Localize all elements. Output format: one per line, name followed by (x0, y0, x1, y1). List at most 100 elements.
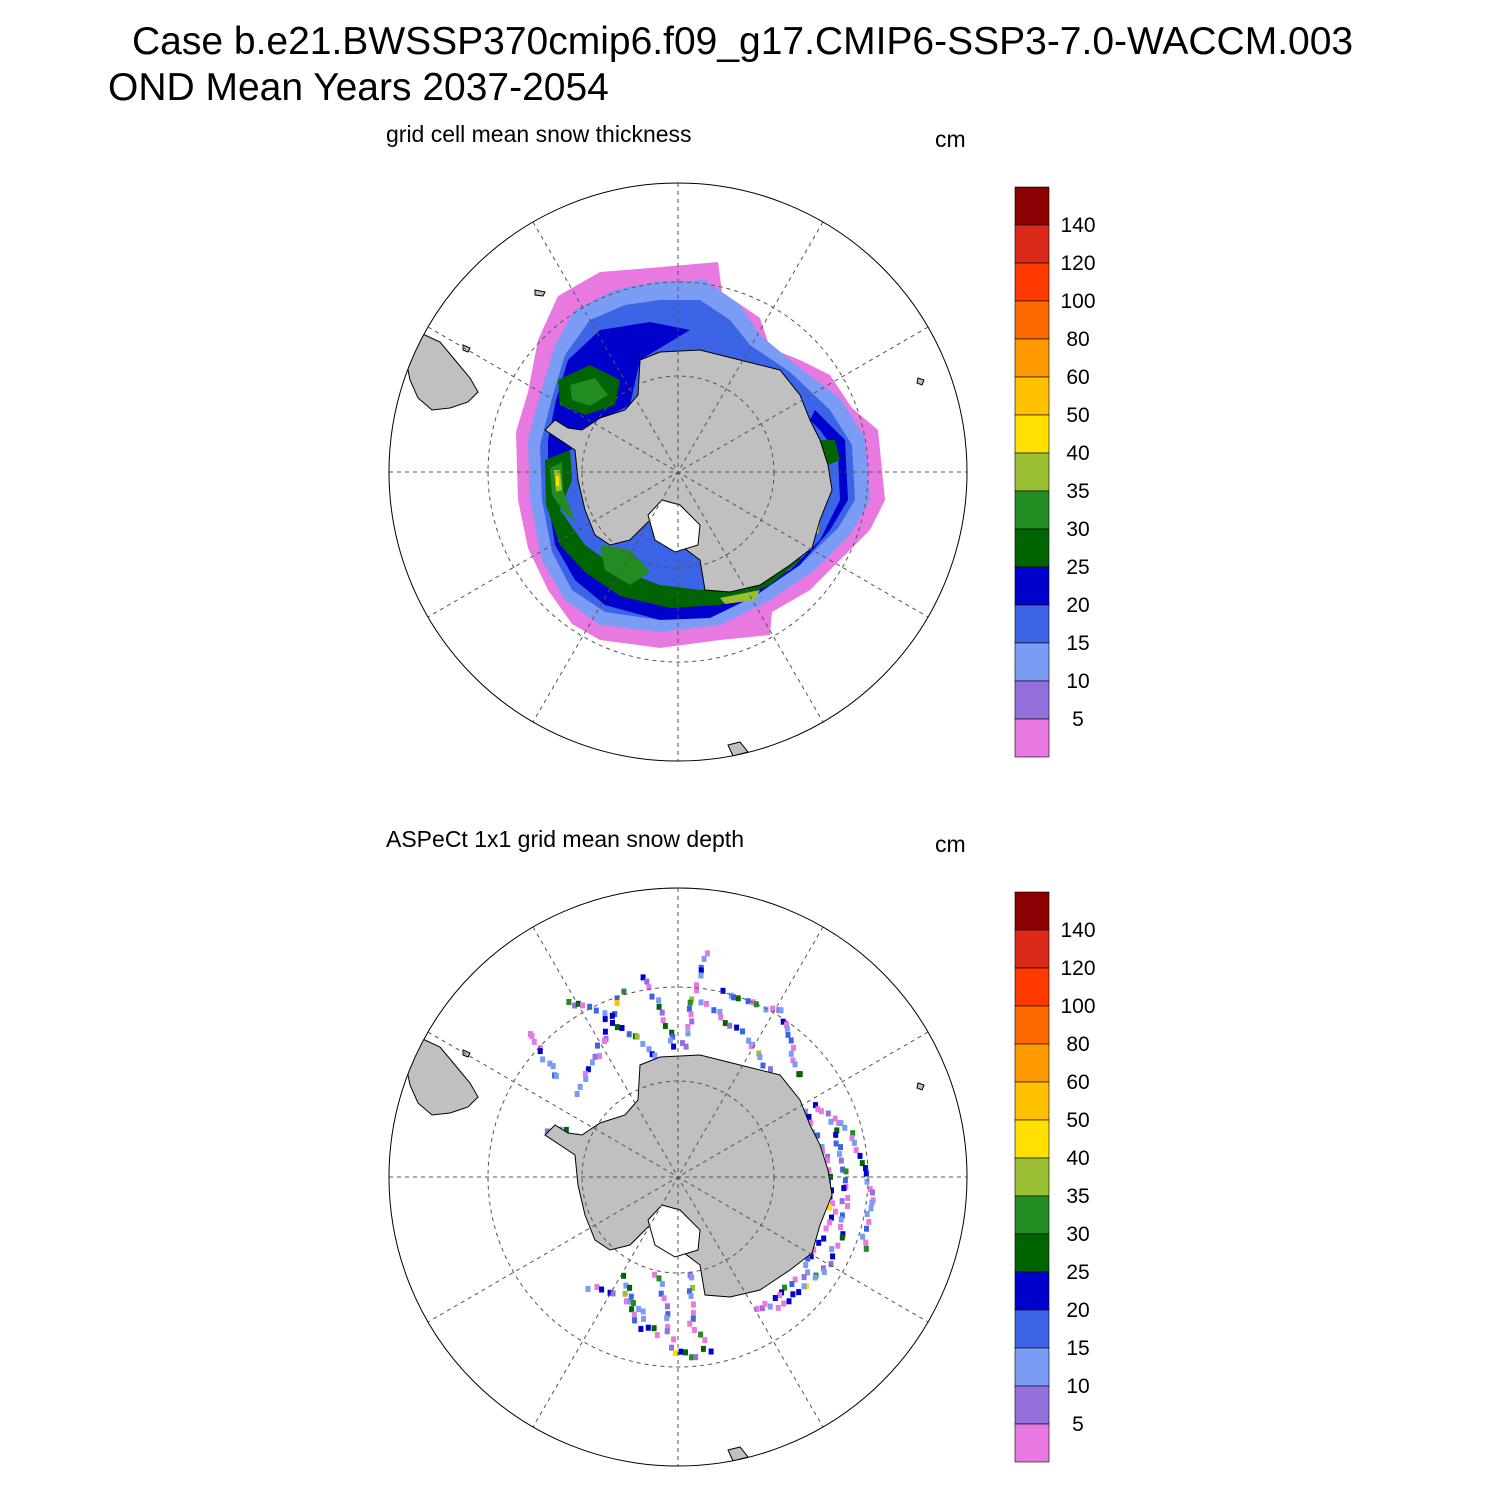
observation-cell (629, 1306, 635, 1313)
observation-cell (711, 1007, 717, 1014)
observation-cell (654, 1332, 660, 1339)
observation-cell (828, 1118, 834, 1125)
observation-cell (720, 987, 726, 994)
observation-cell (839, 1198, 845, 1205)
panel2-colorbar-swatch (1014, 1423, 1050, 1463)
observation-cell (574, 1091, 580, 1097)
panel2-colorbar-swatch (1014, 967, 1050, 1007)
observation-cell (748, 1043, 754, 1050)
panel1-colorbar-swatch (1014, 528, 1050, 568)
observation-cell (656, 997, 662, 1004)
observation-cell (631, 1311, 637, 1318)
observation-cell (693, 1354, 699, 1361)
observation-cell (780, 1018, 786, 1025)
observation-cell (649, 1051, 655, 1058)
observation-cell (602, 1038, 607, 1044)
observation-cell (731, 994, 736, 1001)
observation-cell (757, 1054, 763, 1061)
observation-cell (680, 1040, 685, 1047)
observation-cell (547, 1060, 553, 1067)
observation-cell (690, 1315, 696, 1322)
panel2-colorbar-label: 120 (1060, 957, 1095, 980)
panel2-colorbar-swatch (1014, 929, 1050, 969)
observation-cell (717, 1008, 723, 1015)
figure-title-case: Case b.e21.BWSSP370cmip6.f09_g17.CMIP6-S… (132, 20, 1354, 63)
observation-cell (832, 1208, 838, 1215)
observation-cell (628, 1293, 634, 1300)
observation-cell (540, 1056, 546, 1063)
observation-cell (670, 1033, 676, 1040)
observation-cell (838, 1144, 843, 1151)
observation-cell (838, 1157, 844, 1164)
panel2-colorbar-label: 40 (1066, 1147, 1089, 1170)
observation-cell (640, 974, 646, 981)
observation-cell (687, 1320, 693, 1327)
observation-cell (645, 1324, 651, 1331)
observation-cell (833, 1131, 839, 1138)
observation-cell (597, 1053, 602, 1060)
panel2-map (388, 887, 968, 1467)
panel2-colorbar-swatch (1014, 891, 1050, 931)
observation-cell (778, 1007, 784, 1014)
panel1-colorbar-swatch (1014, 224, 1050, 264)
panel1-colorbar-swatch (1014, 604, 1050, 644)
panel1-colorbar-label: 20 (1066, 594, 1089, 617)
panel2-colorbar-label: 80 (1066, 1033, 1089, 1056)
observation-cell (735, 995, 741, 1002)
panel2-map-boundary (388, 887, 968, 1467)
observation-cell (826, 1167, 832, 1174)
observation-cell (627, 1284, 633, 1291)
observation-cell (760, 1062, 766, 1069)
observation-cell (818, 1108, 824, 1115)
observation-cell (652, 1052, 658, 1059)
observation-cell (701, 955, 707, 962)
observation-cell (842, 1177, 848, 1184)
observation-cell (759, 1305, 765, 1312)
observation-cell (640, 1308, 646, 1315)
observation-cell (640, 1040, 646, 1047)
panel1-colorbar-swatch (1014, 642, 1050, 682)
observation-cell (788, 1037, 794, 1044)
observation-cell (664, 1328, 670, 1335)
observation-cell (811, 1246, 817, 1253)
observation-cell (656, 1003, 662, 1010)
observation-cell (630, 1300, 636, 1306)
observation-cell (834, 1127, 840, 1134)
observation-cell (619, 1025, 625, 1031)
observation-cell (791, 1044, 796, 1051)
observation-cell (580, 1002, 585, 1009)
observation-cell (689, 1274, 695, 1281)
panel2-graticule (389, 888, 967, 1466)
observation-cell (859, 1160, 865, 1167)
observation-cell (690, 1310, 696, 1317)
observation-cell (845, 1194, 851, 1201)
observation-cell (651, 1325, 657, 1332)
observation-cell (602, 1016, 608, 1023)
observation-cell (665, 1324, 671, 1331)
panel2-unit: cm (935, 831, 966, 857)
observation-cell (825, 1153, 830, 1160)
observation-cell (690, 1284, 696, 1291)
observation-cell (698, 1331, 704, 1338)
panel1-colorbar: 140 120 100 80 60 50 40 35 30 25 20 15 10 5 (1014, 186, 1096, 758)
panel2-colorbar-label: 30 (1066, 1223, 1089, 1246)
panel1-map-boundary (388, 182, 968, 762)
observation-cell (833, 1140, 839, 1147)
panel1-colorbar-swatch (1014, 186, 1050, 226)
observation-cell (689, 1018, 695, 1025)
observation-cell (599, 1286, 605, 1293)
panel1-colorbar-label: 40 (1066, 442, 1089, 465)
observation-cell (687, 999, 693, 1006)
observation-cell (636, 1306, 642, 1313)
observation-cell (664, 1315, 670, 1322)
panel2-colorbar-swatch (1014, 1195, 1050, 1235)
observation-cell (838, 1224, 844, 1230)
observation-cell (694, 987, 700, 994)
observation-cell (842, 1124, 848, 1131)
observation-cell (529, 1033, 535, 1039)
observation-cell (863, 1245, 869, 1252)
panel2-colorbar-label: 50 (1066, 1109, 1089, 1132)
observation-cell (832, 1115, 838, 1122)
observation-cell (553, 1073, 559, 1079)
observation-cell (775, 1304, 781, 1311)
